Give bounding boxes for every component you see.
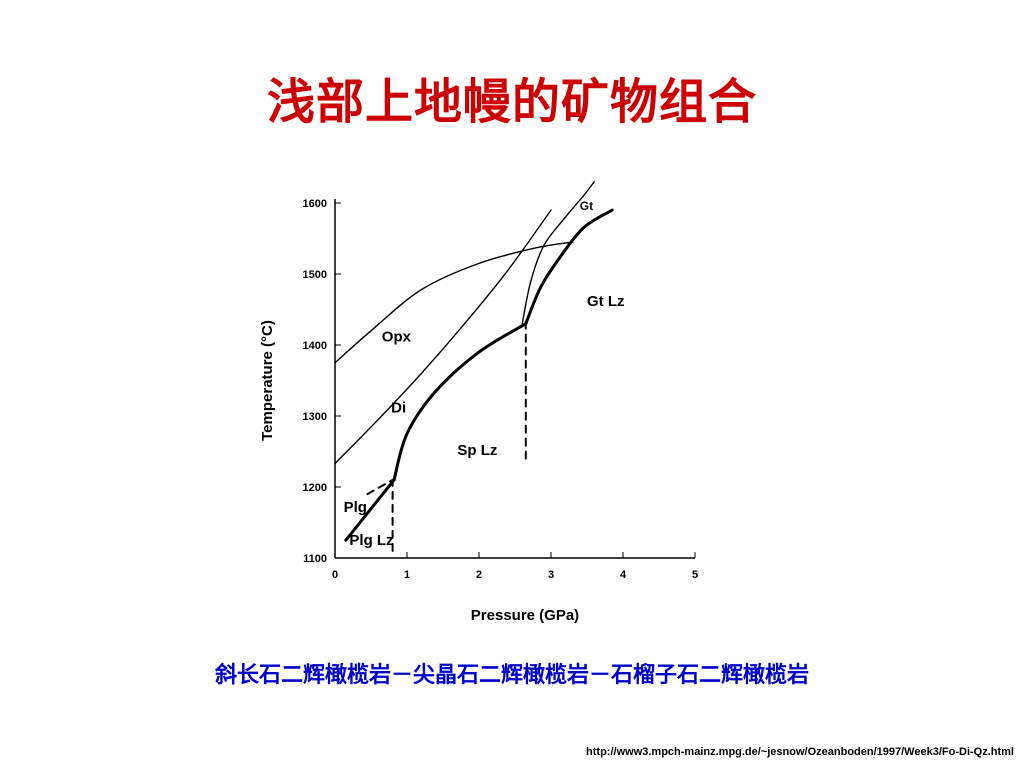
field-label-sp-lz: Sp Lz bbox=[457, 442, 497, 459]
phase-diagram-svg: 0 1 2 3 4 5 1100 1200 1300 1400 1500 1600 Opx Di Gt Gt… bbox=[259, 181, 699, 624]
axes: 0 1 2 3 4 5 1100 1200 1300 1400 1500 1600 bbox=[303, 198, 699, 581]
field-label-plg: Plg bbox=[344, 499, 367, 516]
x-tick-label: 4 bbox=[620, 569, 627, 581]
y-axis-label: Temperature (°C) bbox=[259, 320, 276, 441]
field-label-plg-lz: Plg Lz bbox=[349, 532, 393, 549]
source-url: http://www3.mpch-mainz.mpg.de/~jesnow/Oz… bbox=[586, 746, 1014, 758]
series-line-thick-5 bbox=[524, 208, 614, 326]
field-labels: Opx Di Gt Gt Lz Sp Lz Plg Plg Lz bbox=[344, 199, 625, 549]
series-line-thick-3 bbox=[344, 478, 396, 542]
x-tick-label: 1 bbox=[404, 569, 410, 581]
x-tick-label: 2 bbox=[476, 569, 482, 581]
x-tick-label: 3 bbox=[548, 569, 554, 581]
field-label-gt: Gt bbox=[580, 199, 593, 213]
y-tick-label: 1500 bbox=[303, 269, 327, 281]
y-tick-label: 1200 bbox=[303, 482, 327, 494]
x-tick-label: 5 bbox=[692, 569, 698, 581]
y-tick-label: 1100 bbox=[303, 553, 327, 565]
series-line-opx bbox=[334, 241, 574, 364]
series-line-di bbox=[334, 209, 552, 465]
slide-caption: 斜长石二辉橄榄岩－尖晶石二辉橄榄岩－石榴子石二辉橄榄岩 bbox=[214, 663, 809, 688]
y-tick-label: 1300 bbox=[303, 411, 327, 423]
series-lines bbox=[334, 181, 614, 552]
series-line-thin-2 bbox=[521, 181, 595, 325]
series-line-thick-4 bbox=[392, 322, 528, 482]
y-tick-label: 1400 bbox=[303, 340, 327, 352]
x-axis-label: Pressure (GPa) bbox=[471, 607, 579, 624]
field-label-opx: Opx bbox=[382, 328, 412, 345]
field-label-di: Di bbox=[391, 399, 406, 416]
y-tick-label: 1600 bbox=[303, 198, 327, 210]
field-label-gt-lz: Gt Lz bbox=[587, 293, 625, 310]
series-line-dashed-7 bbox=[366, 478, 394, 496]
x-tick-label: 0 bbox=[332, 569, 338, 581]
slide-title: 浅部上地幔的矿物组合 bbox=[266, 74, 757, 130]
phase-diagram: 0 1 2 3 4 5 1100 1200 1300 1400 1500 1600 Opx Di Gt Gt… bbox=[240, 175, 720, 645]
